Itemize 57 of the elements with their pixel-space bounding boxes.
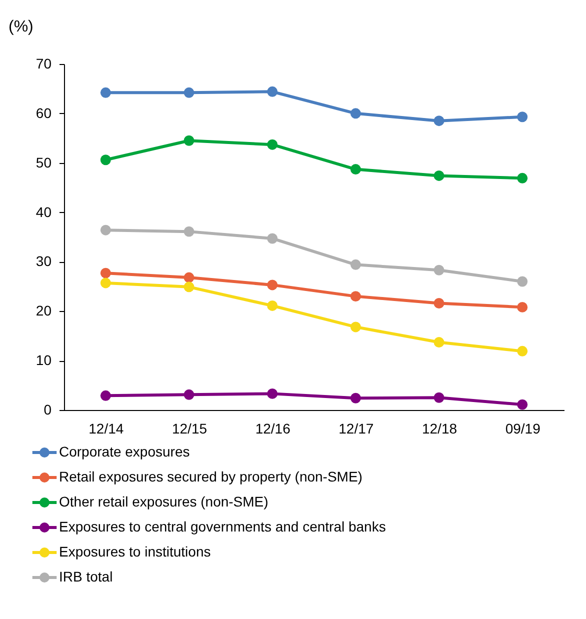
point: [350, 108, 361, 119]
y-tick-label: 20: [36, 302, 52, 319]
point: [184, 272, 194, 283]
y-tick-label: 30: [36, 253, 52, 270]
point: [434, 392, 444, 403]
point: [100, 87, 111, 98]
x-tick-label: 12/15: [172, 420, 208, 436]
y-tick-label: 0: [44, 402, 52, 418]
y-axis-title: (%): [8, 18, 34, 36]
point: [184, 135, 194, 146]
y-tick-label: 10: [36, 352, 52, 368]
point: [434, 264, 444, 276]
x-tick-label: 12/14: [88, 420, 124, 436]
point: [267, 300, 278, 311]
legend-label: IRB total: [59, 568, 113, 584]
point: [267, 280, 278, 290]
point: [184, 389, 194, 400]
point: [517, 346, 528, 356]
point: [350, 259, 361, 270]
point: [350, 392, 361, 404]
x-tick-label: 12/18: [422, 420, 458, 436]
point: [350, 164, 361, 175]
point: [517, 172, 528, 184]
point: [100, 154, 111, 166]
y-tick-label: 40: [36, 204, 52, 220]
point: [517, 112, 528, 122]
point: [434, 170, 444, 181]
x-tick-label: 09/19: [505, 420, 541, 436]
point: [350, 322, 361, 332]
x-tick-label: 12/16: [255, 420, 291, 436]
point: [267, 86, 278, 97]
point: [100, 390, 111, 401]
point: [434, 116, 444, 126]
legend-label: Corporate exposures: [59, 444, 190, 460]
point: [100, 224, 111, 236]
x-tick-label: 12/17: [338, 420, 374, 436]
legend-label: Other retail exposures (non-SME): [59, 494, 268, 510]
point: [184, 226, 194, 237]
point: [517, 276, 528, 287]
y-tick-label: 60: [36, 104, 52, 121]
point: [267, 233, 278, 244]
point: [184, 87, 194, 98]
legend-label: Retail exposures secured by property (non-SME): [59, 468, 362, 484]
point: [100, 278, 111, 288]
legend-label: Exposures to central governments and central banks: [59, 518, 386, 534]
point: [434, 298, 444, 308]
legend-label: Exposures to institutions: [59, 544, 211, 560]
point: [100, 268, 111, 278]
point: [434, 337, 444, 348]
point: [267, 388, 278, 399]
point: [517, 399, 528, 410]
point: [184, 282, 194, 292]
y-tick-label: 70: [36, 56, 52, 72]
y-tick-label: 50: [36, 154, 52, 170]
point: [350, 291, 361, 302]
point: [267, 139, 278, 150]
point: [517, 302, 528, 312]
